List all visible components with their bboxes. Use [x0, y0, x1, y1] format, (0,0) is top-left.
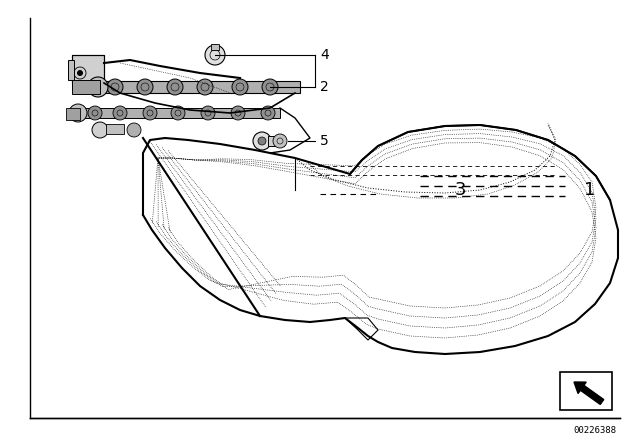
Circle shape: [77, 70, 83, 76]
Circle shape: [232, 79, 248, 95]
Circle shape: [167, 79, 183, 95]
Circle shape: [88, 77, 108, 97]
Circle shape: [261, 106, 275, 120]
Circle shape: [171, 106, 185, 120]
Circle shape: [273, 134, 287, 148]
Circle shape: [88, 106, 102, 120]
Bar: [72, 55, 104, 83]
Circle shape: [197, 79, 213, 95]
Circle shape: [69, 104, 87, 122]
Text: 4: 4: [320, 48, 329, 62]
Bar: [560, 372, 612, 410]
FancyArrow shape: [574, 382, 604, 405]
Bar: [268, 136, 284, 146]
Text: 5: 5: [320, 134, 329, 148]
Circle shape: [92, 122, 108, 138]
Text: 1: 1: [584, 181, 596, 199]
Circle shape: [107, 79, 123, 95]
Circle shape: [143, 106, 157, 120]
Bar: [80, 108, 280, 118]
Circle shape: [258, 137, 266, 145]
Circle shape: [137, 79, 153, 95]
Text: 3: 3: [454, 181, 466, 199]
Circle shape: [231, 106, 245, 120]
Bar: [68, 60, 74, 80]
Circle shape: [201, 106, 215, 120]
Text: 00226388: 00226388: [573, 426, 616, 435]
Bar: [211, 44, 219, 50]
Circle shape: [205, 45, 225, 65]
Bar: [100, 81, 300, 93]
Bar: [72, 80, 100, 94]
Circle shape: [127, 123, 141, 137]
Circle shape: [113, 106, 127, 120]
Bar: [72, 55, 104, 83]
Circle shape: [262, 79, 278, 95]
Bar: [106, 124, 124, 134]
Bar: [66, 108, 80, 120]
Text: 2: 2: [320, 80, 329, 94]
Circle shape: [253, 132, 271, 150]
